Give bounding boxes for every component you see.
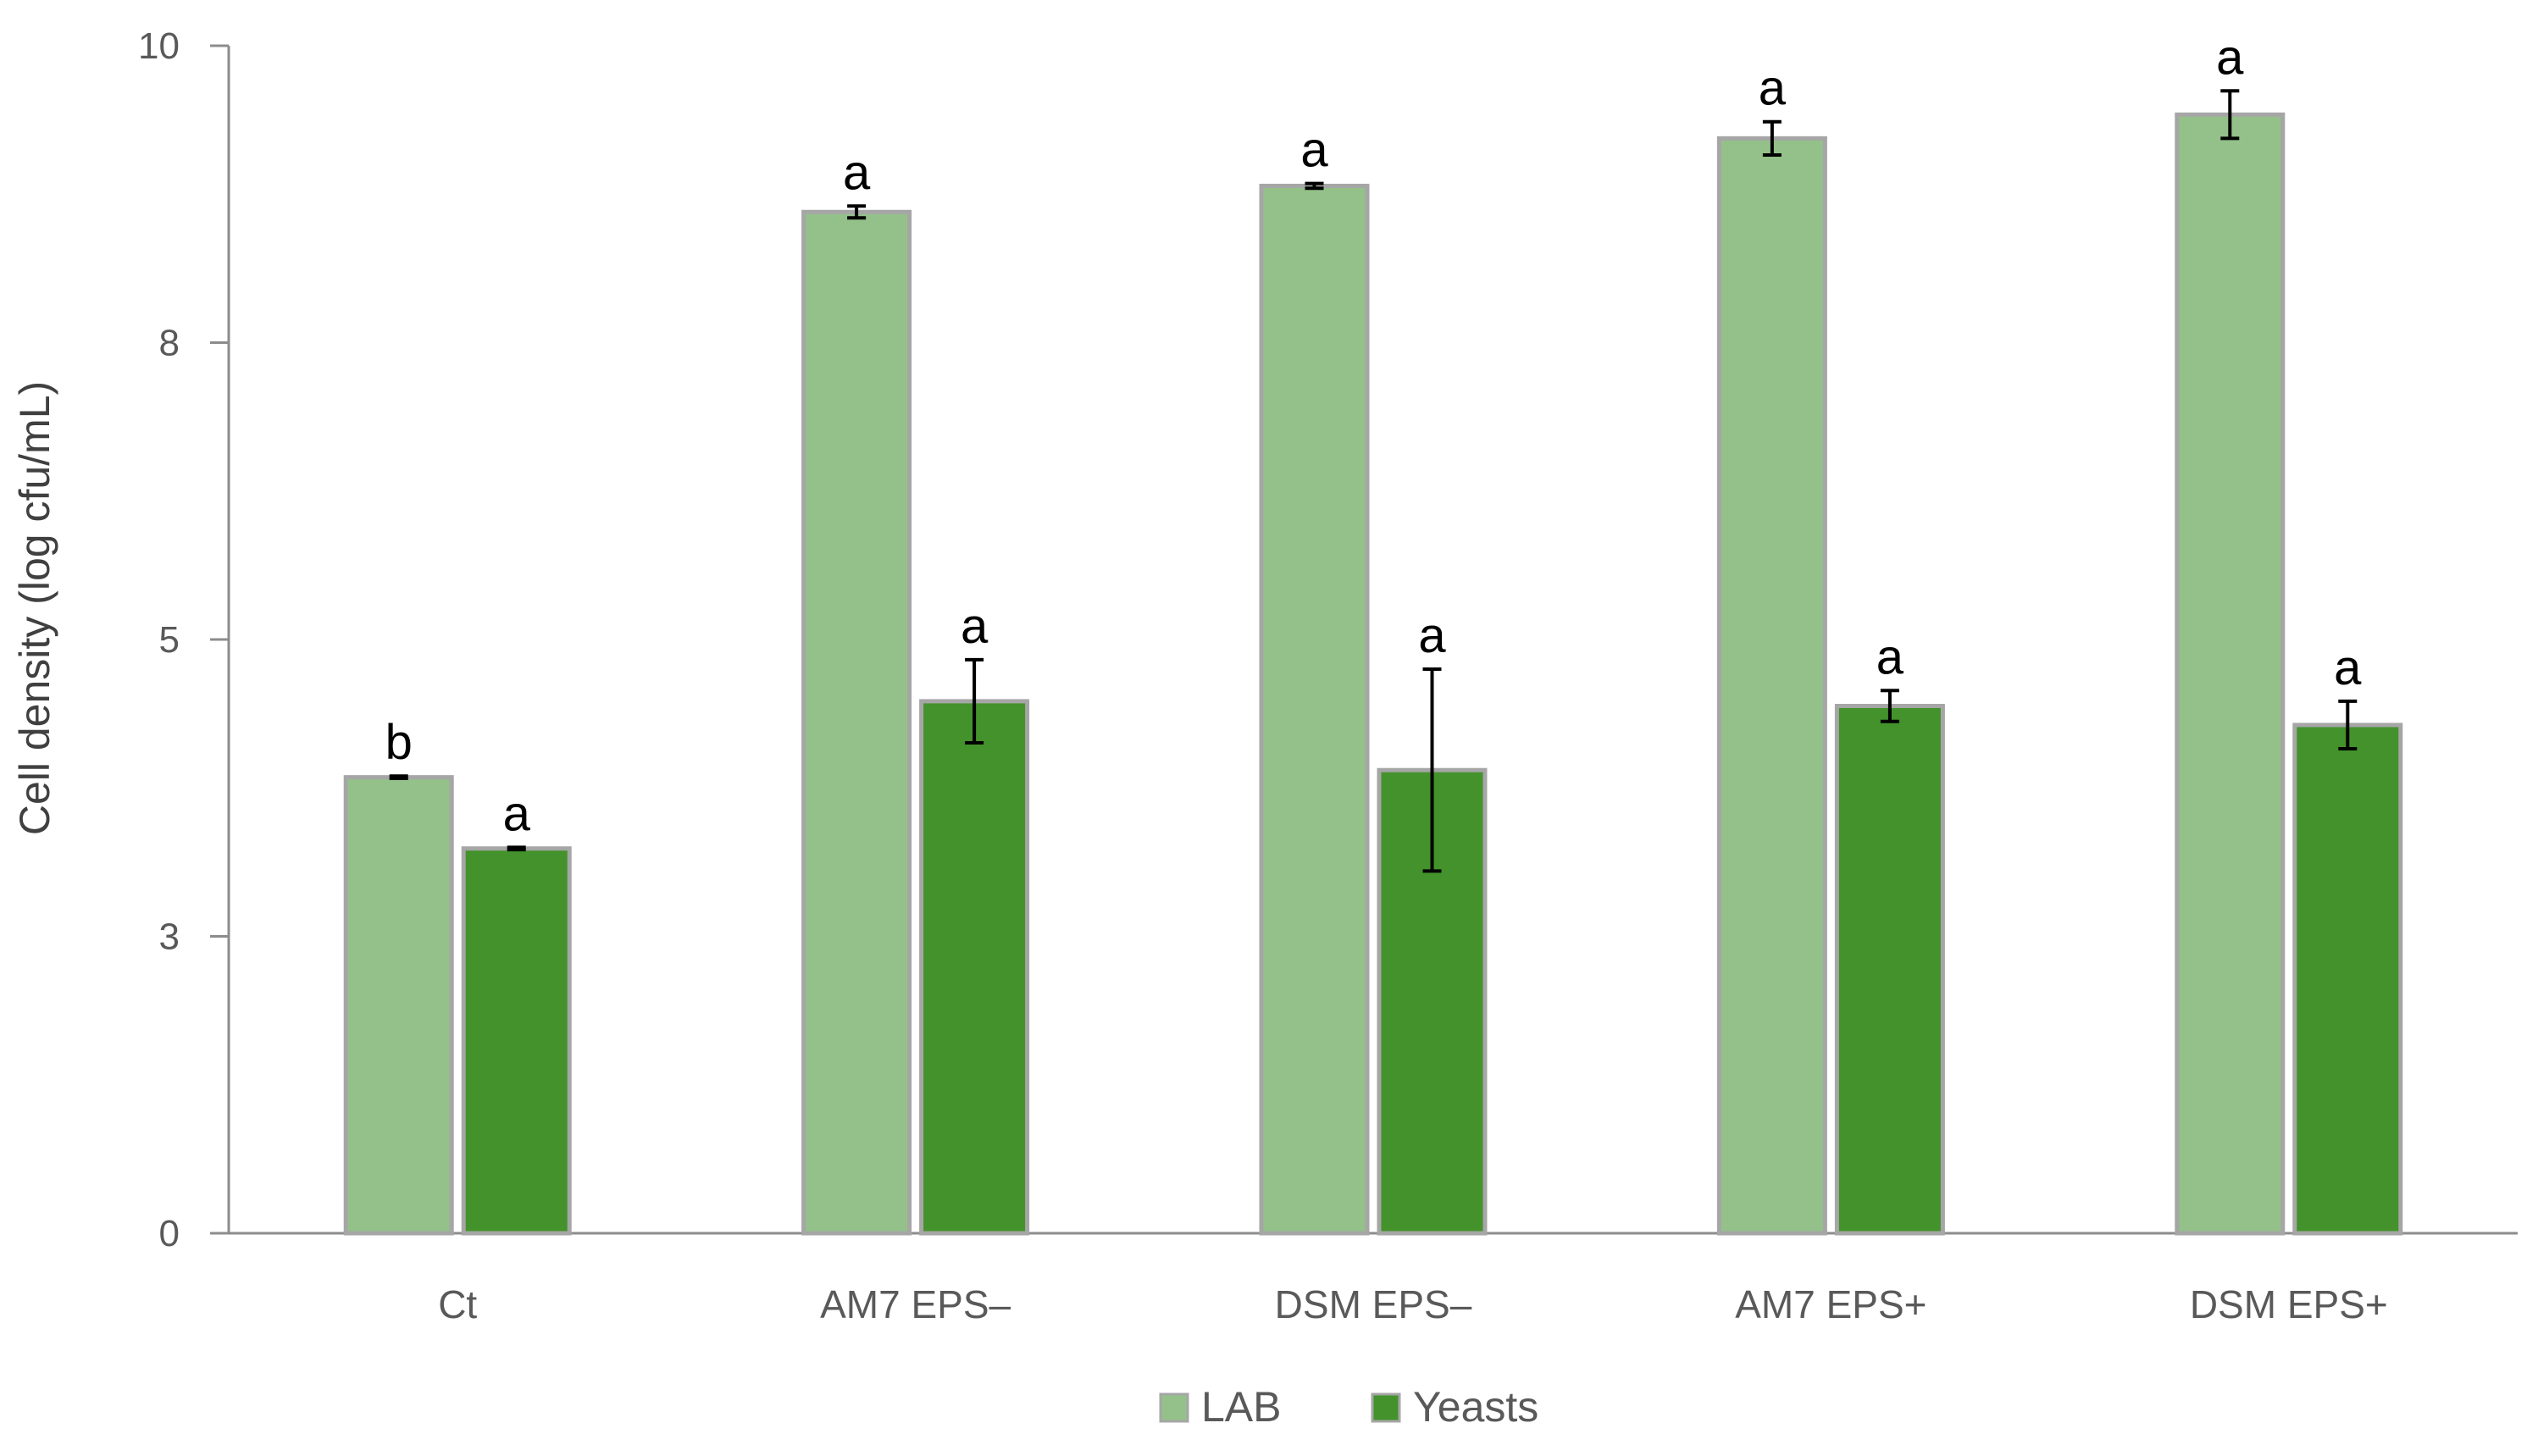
bar-yeasts [2292,722,2403,1236]
y-tick-label: 8 [159,323,180,364]
significance-letter: a [961,599,989,654]
bar-yeasts [919,699,1030,1236]
bar-yeasts [461,846,572,1236]
y-tick-label: 0 [159,1213,180,1254]
bar-lab [343,775,454,1236]
error-bars [389,89,2358,873]
y-tick-label: 10 [138,25,180,67]
x-category-label: AM7 EPS– [820,1282,1011,1326]
x-category-label: DSM EPS+ [2190,1282,2388,1326]
y-tick-label: 5 [159,619,180,661]
significance-labels: b a a a a a a a a a [385,30,2363,841]
x-category-label: DSM EPS– [1275,1282,1472,1326]
y-axis: 0 3 5 8 10 [138,25,230,1254]
x-category-label: AM7 EPS+ [1735,1282,1926,1326]
bar-lab [1259,183,1370,1236]
bar-lab [801,209,912,1236]
significance-letter: b [385,715,413,770]
significance-letter: a [1759,61,1787,116]
significance-letter: a [2334,640,2362,695]
significance-letter: a [503,786,531,841]
bar-lab [2175,112,2286,1236]
significance-letter: a [1300,123,1328,178]
y-tick-label: 3 [159,916,180,958]
bars [343,112,2403,1236]
significance-letter: a [2216,30,2244,85]
significance-letter: a [1418,608,1446,663]
bar-yeasts [1834,704,1945,1236]
bar-lab [1716,136,1827,1236]
legend-label-yeasts: Yeasts [1413,1383,1538,1431]
legend: LAB Yeasts [1159,1383,1538,1431]
legend-swatch-yeasts [1371,1392,1401,1423]
y-axis-title: Cell density (log cfu/mL) [11,381,58,835]
legend-swatch-lab [1159,1392,1189,1423]
significance-letter: a [1876,629,1904,684]
x-category-label: Ct [438,1282,477,1326]
x-axis: Ct AM7 EPS– DSM EPS– AM7 EPS+ DSM EPS+ [229,1232,2518,1326]
significance-letter: a [843,145,871,200]
legend-label-lab: LAB [1201,1383,1282,1431]
